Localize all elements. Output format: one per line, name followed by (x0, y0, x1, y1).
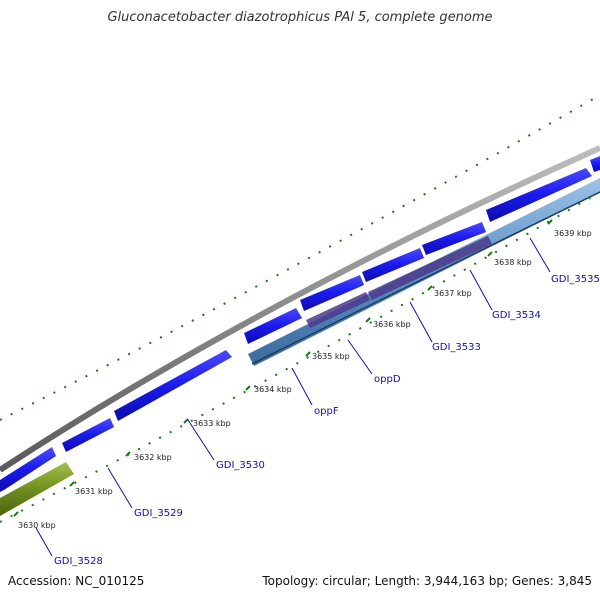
forward-strand-features (0, 156, 600, 492)
cds-forward-4 (244, 308, 302, 344)
gene-label[interactable]: oppF (314, 406, 339, 417)
tick-label: 3633 kbp (193, 419, 231, 428)
cds-forward-9 (590, 156, 600, 172)
gene-label[interactable]: GDI_3529 (134, 508, 183, 519)
tick-marks (13, 219, 553, 517)
reverse-strand-features (248, 178, 600, 366)
genome-summary-text: Topology: circular; Length: 3,944,163 bp… (262, 574, 592, 588)
tick-label: 3635 kbp (312, 352, 350, 361)
cds-forward-3 (114, 350, 232, 421)
gene-label[interactable]: GDI_3534 (492, 310, 541, 321)
rna-feature (0, 462, 74, 516)
cds-forward-7 (422, 222, 486, 255)
map-title: Gluconacetobacter diazotrophicus PAl 5, … (107, 10, 493, 25)
gene-label[interactable]: GDI_3528 (54, 556, 103, 567)
label-leader-lines (35, 237, 551, 557)
tick-label: 3636 kbp (373, 320, 411, 329)
tick-label: 3632 kbp (134, 453, 172, 462)
tick-label: 3638 kbp (494, 258, 532, 267)
cds-reverse-2 (306, 292, 370, 328)
gene-label[interactable]: GDI_3530 (216, 460, 265, 471)
backbone-arc (0, 145, 600, 473)
tick-label: 3630 kbp (18, 521, 56, 530)
cds-reverse-3 (368, 236, 492, 300)
tick-label: 3637 kbp (434, 289, 472, 298)
cds-forward-5 (300, 275, 364, 311)
tick-label: 3634 kbp (254, 385, 292, 394)
cds-forward-6 (362, 248, 424, 282)
gene-label[interactable]: oppD (374, 374, 401, 385)
outer-tick-ring (0, 94, 600, 421)
cds-forward-8 (486, 168, 592, 222)
reverse-strand-outline (251, 191, 600, 365)
gene-labels: GDI_3528 GDI_3529 GDI_3530 oppF oppD GDI… (54, 274, 600, 567)
tick-labels: 3630 kbp 3631 kbp 3632 kbp 3633 kbp 3634… (18, 229, 592, 530)
gene-label[interactable]: GDI_3535 (551, 274, 600, 285)
cds-forward-1 (0, 447, 56, 492)
cds-forward-2 (62, 418, 114, 452)
tick-label: 3631 kbp (75, 487, 113, 496)
gene-label[interactable]: GDI_3533 (432, 342, 481, 353)
inner-tick-ring (0, 191, 600, 523)
accession-text: Accession: NC_010125 (8, 574, 145, 588)
tick-label: 3639 kbp (554, 229, 592, 238)
